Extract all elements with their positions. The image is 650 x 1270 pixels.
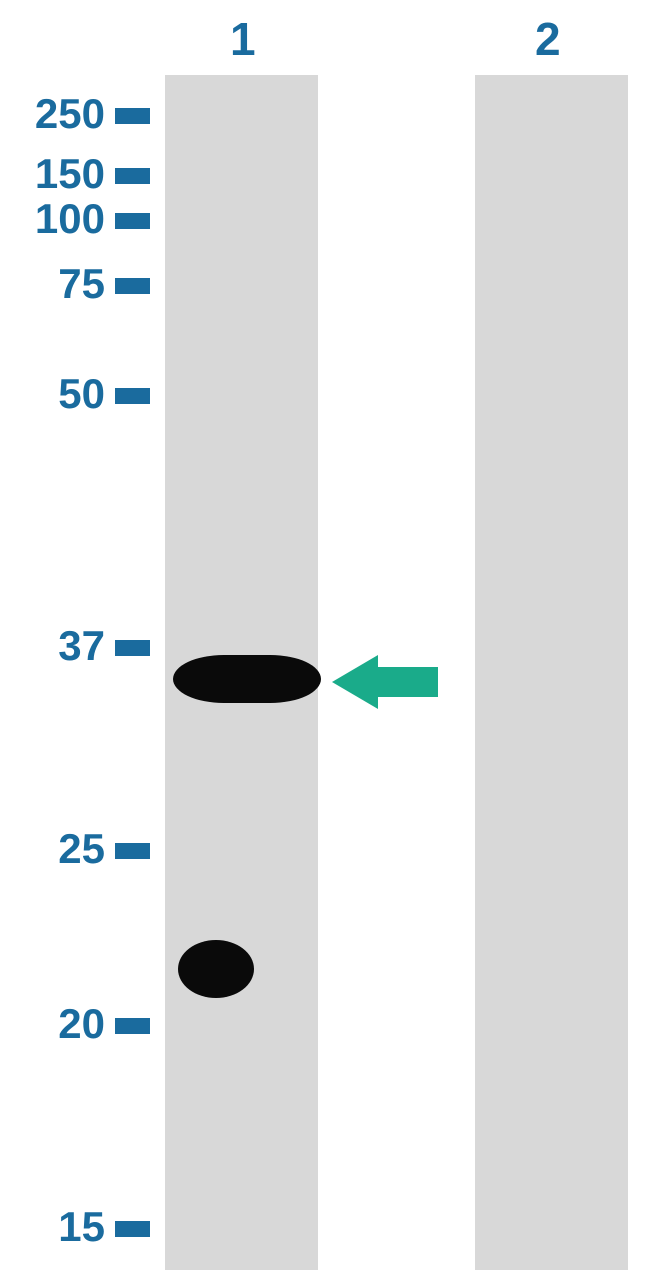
tick-mark [115, 108, 150, 124]
tick-mark [115, 843, 150, 859]
tick-mark [115, 168, 150, 184]
blot-container: 1 2 250 150 100 75 50 37 25 20 15 [0, 0, 650, 1270]
marker-label-250: 250 [5, 90, 105, 138]
marker-label-50: 50 [30, 370, 105, 418]
marker-label-37: 37 [30, 622, 105, 670]
arrow-shaft [376, 667, 438, 697]
lane-label-2: 2 [535, 12, 561, 66]
tick-mark [115, 213, 150, 229]
tick-mark [115, 640, 150, 656]
marker-label-25: 25 [30, 825, 105, 873]
tick-mark [115, 1221, 150, 1237]
tick-mark [115, 388, 150, 404]
marker-label-150: 150 [5, 150, 105, 198]
lane-label-1: 1 [230, 12, 256, 66]
tick-mark [115, 278, 150, 294]
lane-2 [475, 75, 628, 1270]
marker-label-100: 100 [5, 195, 105, 243]
band-main [173, 655, 321, 703]
marker-label-75: 75 [30, 260, 105, 308]
tick-mark [115, 1018, 150, 1034]
band-lower [178, 940, 254, 998]
marker-label-15: 15 [30, 1203, 105, 1251]
arrow-head-icon [332, 655, 378, 709]
marker-label-20: 20 [30, 1000, 105, 1048]
